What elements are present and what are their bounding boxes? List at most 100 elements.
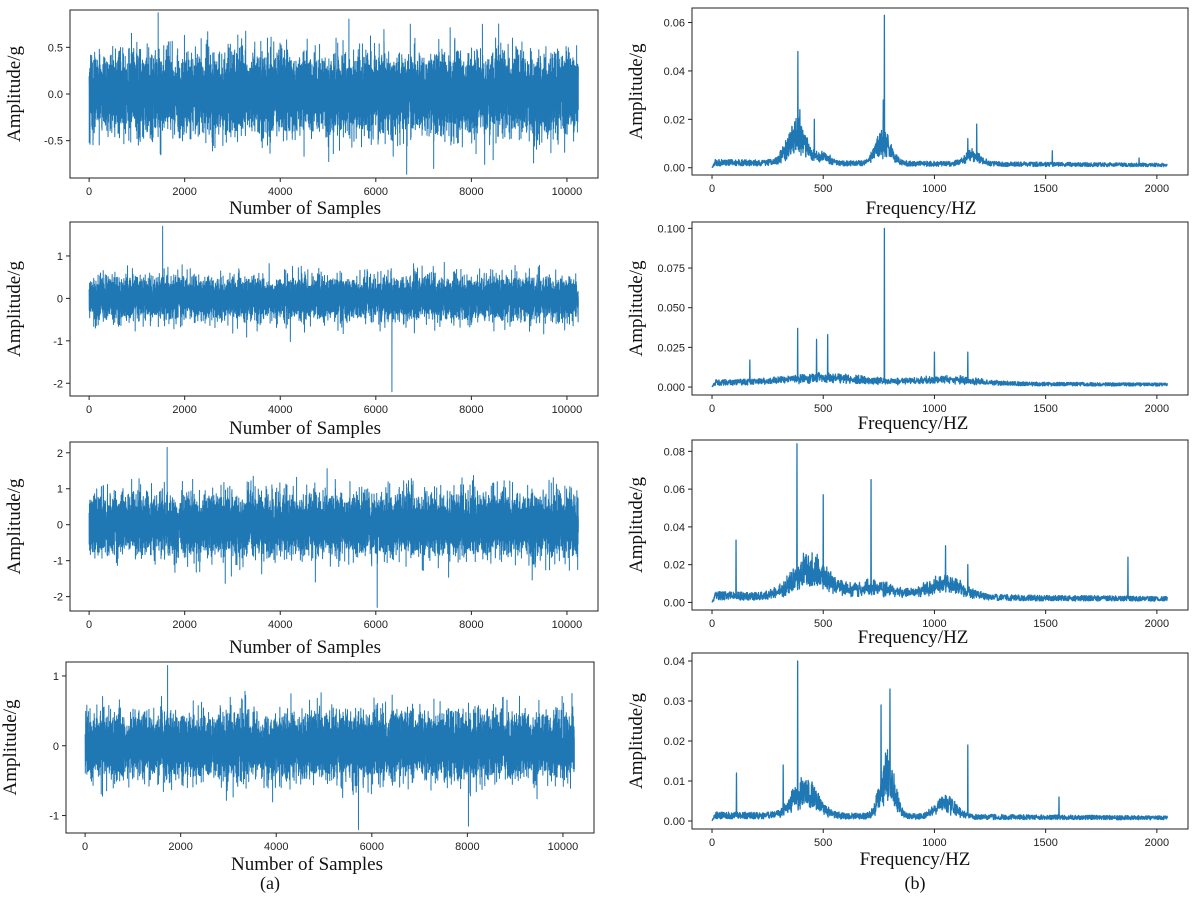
y-tick-label: 0.04 — [664, 656, 685, 668]
y-tick-label: 0.075 — [657, 263, 685, 275]
y-tick-label: 0.00 — [664, 163, 685, 175]
x-tick-label: 6000 — [360, 841, 384, 853]
panel-a3: 0 2000 4000 6000 8000 10000 -2 -1 0 1 2 Number of S… — [4, 441, 599, 658]
x-tick-label: 1000 — [922, 403, 946, 415]
x-tick-label: 0 — [86, 186, 92, 198]
x-tick-label: 0 — [709, 837, 715, 849]
y-axis-label: Amplitude/g — [4, 45, 25, 142]
x-axis-label: Number of Samples — [229, 198, 381, 219]
caption-a: (a) — [260, 873, 280, 894]
series-line — [711, 227, 1168, 388]
y-tick-label: 1 — [53, 671, 59, 683]
x-tick-label: 2000 — [1145, 618, 1169, 630]
y-tick-label: 0.050 — [657, 303, 685, 315]
y-tick-label: 0.025 — [657, 342, 685, 354]
x-axis-label: Frequency/HZ — [858, 627, 969, 648]
x-tick-label: 2000 — [1145, 183, 1169, 195]
plot-frame — [69, 441, 599, 612]
y-tick-label: 0 — [57, 520, 63, 532]
y-tick-label: 0.02 — [664, 560, 685, 572]
y-tick-label: -1 — [53, 336, 63, 348]
y-tick-label: 0.08 — [664, 446, 685, 458]
x-tick-label: 2000 — [172, 619, 196, 631]
x-tick-label: 1500 — [1033, 183, 1057, 195]
y-tick-label: 0.04 — [664, 66, 685, 78]
x-axis-label: Number of Samples — [229, 418, 381, 439]
x-tick-label: 500 — [814, 183, 832, 195]
y-tick-label: 0.5 — [48, 42, 63, 54]
x-tick-label: 2000 — [172, 404, 196, 416]
plot-frame — [69, 221, 599, 397]
plot-frame — [691, 439, 1189, 611]
y-tick-label: -0.5 — [44, 136, 63, 148]
x-tick-label: 6000 — [364, 619, 388, 631]
y-tick-label: -1 — [53, 556, 63, 568]
x-axis-label: Frequency/HZ — [860, 849, 971, 870]
x-tick-label: 2000 — [1145, 403, 1169, 415]
y-axis-label: Amplitude/g — [626, 260, 647, 357]
x-axis-label: Frequency/HZ — [866, 198, 977, 219]
panel-a1: 0 2000 4000 6000 8000 10000 -0.5 0.0 0.5 Number o… — [4, 9, 599, 219]
y-tick-label: 0.00 — [664, 597, 685, 609]
x-tick-label: 500 — [814, 837, 832, 849]
x-tick-label: 1500 — [1033, 403, 1057, 415]
x-tick-label: 1500 — [1033, 618, 1057, 630]
y-tick-label: 2 — [57, 448, 63, 460]
y-tick-label: 0.02 — [664, 736, 685, 748]
y-tick-label: 1 — [57, 484, 63, 496]
x-tick-label: 1000 — [922, 837, 946, 849]
series-line — [88, 446, 579, 608]
x-tick-label: 0 — [709, 403, 715, 415]
x-tick-label: 2000 — [1145, 837, 1169, 849]
y-tick-label: 0 — [57, 293, 63, 305]
panel-b4: 0 500 1000 1500 2000 0.00 0.01 0.02 0.03 0.04 Freq… — [626, 652, 1189, 870]
series-line — [88, 225, 579, 393]
series-line — [711, 660, 1168, 822]
y-tick-label: 0.06 — [664, 484, 685, 496]
series-line — [88, 12, 579, 175]
panel-a2: 0 2000 4000 6000 8000 10000 -2 -1 0 1 Number of Sa… — [4, 221, 599, 439]
x-axis-label: Number of Samples — [231, 854, 383, 875]
x-tick-label: 4000 — [264, 841, 288, 853]
plot-frame — [691, 221, 1189, 396]
panel-a4: 0 2000 4000 6000 8000 10000 -1 0 1 Number of Samp… — [0, 661, 595, 875]
x-axis-label: Frequency/HZ — [858, 413, 969, 434]
y-axis-label: Amplitude/g — [4, 260, 25, 357]
x-tick-label: 0 — [709, 618, 715, 630]
x-tick-label: 8000 — [459, 619, 483, 631]
plot-frame — [65, 661, 595, 834]
y-tick-label: 0 — [53, 741, 59, 753]
plot-frame — [691, 7, 1189, 176]
x-tick-label: 8000 — [455, 841, 479, 853]
x-tick-label: 8000 — [459, 186, 483, 198]
y-tick-label: -2 — [53, 378, 63, 390]
x-tick-label: 4000 — [268, 186, 292, 198]
series-line — [84, 664, 575, 831]
y-tick-label: 1 — [57, 251, 63, 263]
x-tick-label: 0 — [82, 841, 88, 853]
series-line — [711, 443, 1168, 603]
y-axis-label: Amplitude/g — [626, 476, 647, 573]
x-axis-label: Number of Samples — [229, 637, 381, 658]
x-tick-label: 500 — [814, 403, 832, 415]
x-tick-label: 0 — [86, 404, 92, 416]
x-tick-label: 2000 — [168, 841, 192, 853]
x-tick-label: 10000 — [548, 841, 579, 853]
x-tick-label: 4000 — [268, 619, 292, 631]
x-tick-label: 6000 — [364, 186, 388, 198]
series-line — [711, 14, 1168, 168]
panel-b1: 0 500 1000 1500 2000 0.00 0.02 0.04 0.06 Frequenc… — [626, 7, 1189, 219]
x-tick-label: 10000 — [552, 619, 583, 631]
panel-b3: 0 500 1000 1500 2000 0.00 0.02 0.04 0.06 0.08 Freq… — [626, 439, 1189, 648]
x-tick-label: 4000 — [268, 404, 292, 416]
y-tick-label: 0.01 — [664, 776, 685, 788]
y-tick-label: 0.02 — [664, 114, 685, 126]
x-tick-label: 6000 — [364, 404, 388, 416]
x-tick-label: 8000 — [459, 404, 483, 416]
y-axis-label: Amplitude/g — [626, 692, 647, 789]
y-tick-label: 0.04 — [664, 522, 685, 534]
caption-b: (b) — [905, 873, 926, 894]
y-tick-label: 0.06 — [664, 18, 685, 30]
x-tick-label: 1000 — [922, 183, 946, 195]
